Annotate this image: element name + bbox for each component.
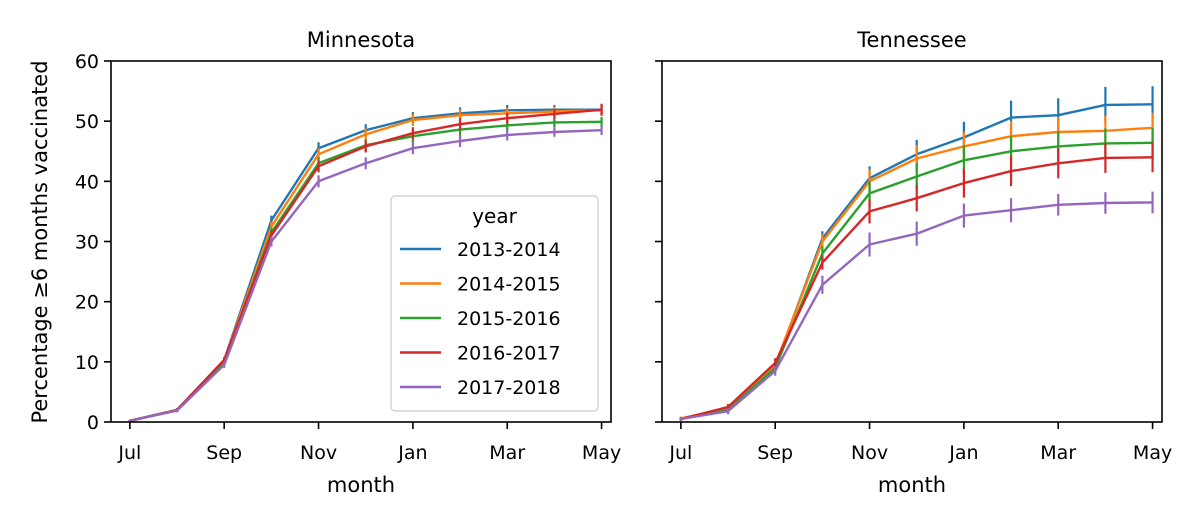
x-tick-label-may: May	[582, 442, 621, 464]
y-tick-label: 60	[75, 51, 99, 73]
x-tick-label-sep: Sep	[757, 442, 793, 464]
y-tick-label: 50	[75, 111, 99, 133]
x-axis-title: month	[327, 473, 395, 497]
x-tick-label-nov: Nov	[851, 442, 888, 464]
legend-title: year	[472, 204, 517, 228]
legend-label-2016-2017: 2016-2017	[457, 343, 561, 365]
y-tick-label: 40	[75, 171, 99, 193]
panel-title-minnesota: Minnesota	[307, 28, 415, 52]
plot-frame	[110, 60, 612, 423]
x-tick-label-sep: Sep	[206, 442, 242, 464]
minnesota-panel: Minnesota 0 10 20 30 40 50 60 Jul Sep Nov Jan Mar May…	[75, 28, 621, 497]
y-tick-label: 20	[75, 292, 99, 314]
series-2017-2018	[679, 191, 1154, 421]
series-2015-2016	[679, 127, 1154, 421]
legend-box	[390, 195, 599, 412]
x-axis-title: month	[878, 473, 946, 497]
plot-frame	[661, 60, 1163, 423]
panel-title-tennessee: Tennessee	[856, 28, 966, 52]
x-tick-label-jul: Jul	[117, 442, 141, 464]
x-tick-label-nov: Nov	[300, 442, 337, 464]
series-2017-2018	[128, 125, 603, 422]
x-tick-label-mar: Mar	[1040, 442, 1076, 464]
y-axis-title: Percentage ≥6 months vaccinated	[28, 60, 52, 423]
x-tick-label-jul: Jul	[668, 442, 692, 464]
series-2013-2014	[679, 86, 1154, 421]
y-tick-label: 10	[75, 352, 99, 374]
x-tick-label-may: May	[1133, 442, 1172, 464]
y-tick-label: 30	[75, 232, 99, 254]
legend-label-2017-2018: 2017-2018	[457, 377, 561, 399]
y-tick-label: 0	[87, 412, 99, 434]
legend-label-2014-2015: 2014-2015	[457, 274, 561, 296]
series-2014-2015	[679, 112, 1154, 421]
legend-label-2013-2014: 2013-2014	[457, 239, 561, 261]
x-tick-label-jan: Jan	[948, 442, 978, 464]
x-tick-label-mar: Mar	[489, 442, 525, 464]
legend-label-2015-2016: 2015-2016	[457, 308, 561, 330]
tennessee-panel: Tennessee Jul Sep Nov Jan Mar May month	[655, 28, 1172, 497]
x-tick-label-jan: Jan	[397, 442, 427, 464]
series-2016-2017	[679, 142, 1154, 421]
series-2016-2017	[128, 103, 603, 422]
legend: year 2013-2014 2014-2015 2015-2016 2016-2017…	[390, 195, 599, 412]
